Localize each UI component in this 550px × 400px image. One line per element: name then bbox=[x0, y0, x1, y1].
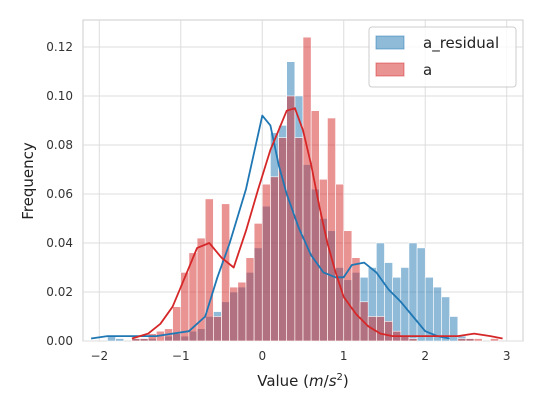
x-axis-label: Value (m/s2) bbox=[257, 372, 349, 390]
bar-a bbox=[196, 237, 206, 342]
x-tick-label: 1 bbox=[340, 349, 348, 363]
kde-line-a-residual bbox=[90, 114, 450, 340]
bar-a bbox=[318, 178, 328, 342]
bar-a bbox=[270, 176, 279, 342]
x-tick-label: 0 bbox=[258, 349, 266, 363]
bar-a bbox=[465, 338, 475, 342]
x-tick-label: 3 bbox=[503, 349, 511, 363]
x-tick-labels: −2 −1 0 1 2 3 bbox=[90, 349, 510, 363]
y-tick-label: 0.08 bbox=[46, 138, 73, 152]
bar-a bbox=[343, 230, 353, 342]
y-tick-label: 0.04 bbox=[46, 236, 73, 250]
bar-a-residual bbox=[441, 296, 450, 342]
bar-a-residual bbox=[408, 242, 418, 342]
bar-a-residual bbox=[433, 286, 442, 342]
y-tick-label: 0.12 bbox=[46, 40, 73, 54]
x-tick-label: 2 bbox=[421, 349, 429, 363]
bar-a bbox=[490, 338, 499, 342]
bar-a bbox=[204, 198, 214, 342]
y-tick-labels: 0.00 0.02 0.04 0.06 0.08 0.10 0.12 bbox=[46, 40, 73, 348]
bar-a bbox=[286, 95, 296, 342]
bar-a bbox=[213, 316, 222, 342]
bar-a-residual bbox=[115, 338, 125, 342]
bar-a bbox=[261, 183, 271, 342]
legend: a_residual a bbox=[368, 26, 517, 88]
kde-line-a bbox=[131, 107, 503, 340]
legend-label-a-residual: a_residual bbox=[423, 34, 499, 53]
y-tick-label: 0.06 bbox=[46, 187, 73, 201]
bar-a bbox=[237, 281, 247, 342]
bar-a bbox=[245, 257, 255, 342]
bar-a bbox=[376, 316, 385, 342]
legend-box bbox=[368, 26, 517, 88]
legend-swatch-a-residual bbox=[375, 35, 405, 50]
x-tick-label: −2 bbox=[90, 349, 108, 363]
y-tick-label: 0.00 bbox=[46, 334, 73, 348]
y-axis-label: Frequency bbox=[19, 142, 37, 220]
bar-a bbox=[172, 306, 182, 342]
y-tick-label: 0.10 bbox=[46, 89, 73, 103]
bar-a bbox=[253, 223, 263, 342]
bar-a bbox=[294, 137, 304, 342]
bar-a bbox=[229, 286, 239, 342]
bar-a bbox=[408, 338, 418, 342]
bar-a bbox=[327, 117, 336, 342]
kde-lines bbox=[90, 107, 503, 340]
bar-a bbox=[147, 333, 157, 342]
bar-a-residual bbox=[449, 316, 459, 342]
bar-a bbox=[457, 338, 467, 342]
bar-a bbox=[310, 110, 320, 342]
y-tick-label: 0.02 bbox=[46, 285, 73, 299]
bar-a bbox=[221, 203, 230, 342]
bar-a bbox=[335, 183, 345, 342]
bar-a bbox=[473, 338, 483, 342]
legend-label-a: a bbox=[423, 61, 432, 79]
bar-a bbox=[302, 36, 312, 342]
bar-a bbox=[351, 257, 361, 342]
x-tick-label: −1 bbox=[172, 349, 190, 363]
bar-a bbox=[384, 321, 393, 342]
bar-a bbox=[139, 338, 149, 342]
legend-swatch-a bbox=[375, 62, 405, 77]
